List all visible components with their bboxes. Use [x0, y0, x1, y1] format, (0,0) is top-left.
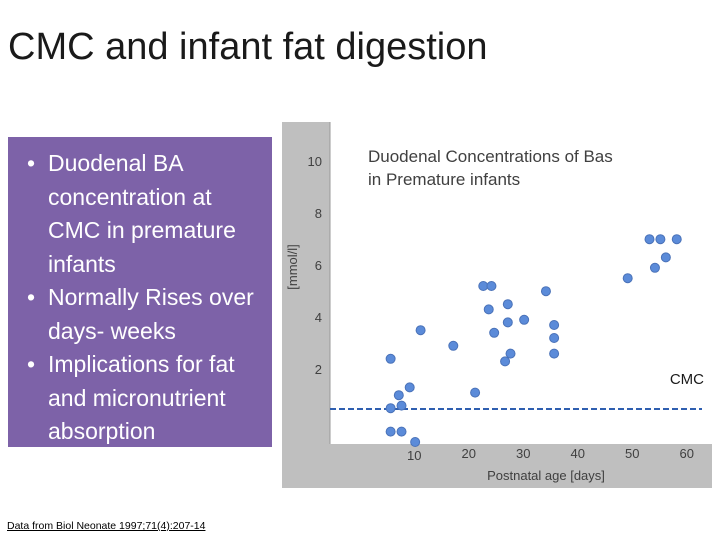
data-point — [396, 426, 407, 437]
bullet-item: • Duodenal BA concentration at CMC in prema… — [16, 147, 264, 281]
data-point — [644, 234, 655, 245]
bullet-text-line: Normally Rises over — [48, 284, 254, 310]
data-point — [486, 281, 497, 291]
x-tick-label: 60 — [680, 446, 694, 461]
bullet-text-line: days- weeks — [48, 317, 176, 344]
bullet-text-line: and micronutrient — [48, 384, 226, 411]
x-axis-label: Postnatal age [days] — [487, 468, 605, 483]
data-point — [502, 299, 513, 310]
bullet-text-line: Implications for fat — [48, 351, 235, 377]
bullet-text-line: concentration at — [48, 183, 212, 210]
data-point — [415, 325, 426, 336]
x-tick-labels: 10 20 30 40 50 60 — [407, 446, 694, 463]
data-point — [549, 320, 560, 330]
y-tick-label: 4 — [315, 310, 322, 325]
data-point — [385, 426, 396, 437]
data-point — [500, 356, 511, 367]
y-tick-label: 8 — [315, 206, 322, 221]
data-point — [483, 304, 494, 315]
bullet-box: • Duodenal BA concentration at CMC in prema… — [8, 137, 272, 447]
data-point — [519, 314, 530, 325]
data-points — [385, 234, 682, 447]
x-tick-label: 30 — [516, 446, 530, 461]
chart-title: Duodenal Concentrations of Bas in Prematu… — [368, 147, 613, 189]
data-point — [404, 382, 415, 393]
bullet-dot-icon: • — [27, 351, 36, 377]
data-point — [622, 273, 633, 284]
bullet-item: • Normally Rises over days- weeks — [16, 281, 264, 348]
x-tick-label: 50 — [625, 446, 639, 461]
chart-title-line: Duodenal Concentrations of Bas — [368, 147, 613, 166]
data-point — [393, 390, 404, 401]
bullet-text-line: Duodenal BA — [48, 150, 184, 176]
y-tick-label: 6 — [315, 258, 322, 273]
data-point — [410, 437, 421, 447]
bullet-dot-icon: • — [27, 284, 36, 310]
x-tick-label: 40 — [571, 446, 585, 461]
data-point — [470, 387, 481, 398]
data-point — [505, 348, 516, 359]
scatter-chart: 2 4 6 8 10 10 20 30 40 50 60 [mmol/l] Postnatal a… — [282, 122, 712, 488]
bullet-item: • Implications for fat and micronutrient ab… — [16, 348, 264, 449]
bullet-text-line: infants — [48, 250, 116, 277]
y-tick-labels: 2 4 6 8 10 — [308, 154, 322, 377]
cmc-label: CMC — [670, 371, 704, 388]
data-point — [655, 234, 666, 245]
data-point — [671, 234, 682, 245]
data-point — [396, 400, 407, 411]
data-point — [489, 327, 500, 338]
bullet-text-line: CMC in premature — [48, 217, 236, 243]
data-point — [540, 286, 551, 297]
chart-title-line: in Premature infants — [368, 170, 520, 189]
data-point — [478, 281, 489, 291]
bullet-text-line: absorption — [48, 418, 156, 444]
y-tick-label: 2 — [315, 362, 322, 377]
data-point — [549, 348, 560, 359]
y-tick-label: 10 — [308, 154, 322, 169]
data-point — [448, 340, 459, 351]
data-point — [385, 353, 396, 364]
chart-area: 2 4 6 8 10 10 20 30 40 50 60 [mmol/l] Postnatal a… — [282, 122, 712, 493]
data-point — [385, 403, 396, 414]
plot-inner — [330, 122, 712, 444]
data-point — [649, 262, 660, 273]
x-tick-label: 20 — [462, 446, 476, 461]
data-point — [549, 333, 560, 343]
data-point — [660, 252, 671, 263]
bullet-dot-icon: • — [27, 150, 36, 176]
citation-link[interactable]: Data from Biol Neonate 1997;71(4):207-14 — [7, 520, 206, 532]
slide-title: CMC and infant fat digestion — [8, 26, 488, 68]
bullet-list: • Duodenal BA concentration at CMC in prema… — [16, 147, 264, 449]
x-tick-label: 10 — [407, 448, 421, 463]
y-axis-label: [mmol/l] — [285, 244, 300, 290]
data-point — [502, 317, 513, 328]
